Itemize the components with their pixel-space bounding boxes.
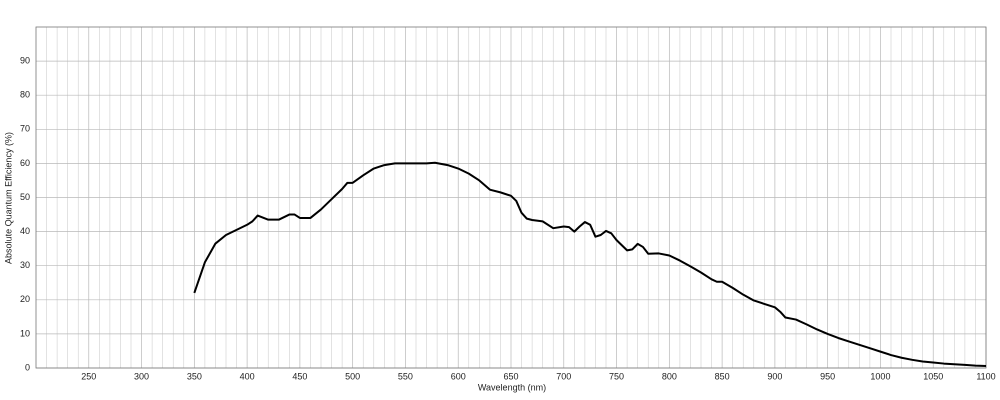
y-tick-label: 80 [20,90,30,100]
x-tick-label: 800 [662,371,677,381]
x-tick-label: 850 [715,371,730,381]
x-axis-title: Wavelength (nm) [478,382,546,392]
x-tick-label: 700 [556,371,571,381]
y-tick-label: 10 [20,328,30,338]
x-tick-label: 500 [345,371,360,381]
x-tick-label: 750 [609,371,624,381]
y-tick-label: 60 [20,158,30,168]
plot-frame [35,26,987,369]
x-tick-label: 300 [134,371,149,381]
x-tick-label: 350 [187,371,202,381]
x-tick-label: 250 [81,371,96,381]
y-tick-label: 40 [20,226,30,236]
x-tick-label: 900 [767,371,782,381]
x-tick-label: 950 [820,371,835,381]
y-tick-label: 70 [20,124,30,134]
x-tick-label: 400 [240,371,255,381]
y-tick-label: 90 [20,55,30,65]
y-tick-label: 50 [20,192,30,202]
x-tick-label: 1050 [923,371,943,381]
x-tick-label: 1000 [870,371,890,381]
line [193,161,987,367]
x-tick-label: 550 [398,371,413,381]
y-axis-title: Absolute Quantum Efficiency (%) [3,132,13,264]
y-tick-label: 0 [25,362,30,372]
y-tick-label: 30 [20,260,30,270]
x-tick-label: 450 [292,371,307,381]
x-tick-label: 650 [503,371,518,381]
x-tick-label: 600 [451,371,466,381]
y-tick-label: 20 [20,294,30,304]
x-tick-label: 1100 [976,371,995,381]
